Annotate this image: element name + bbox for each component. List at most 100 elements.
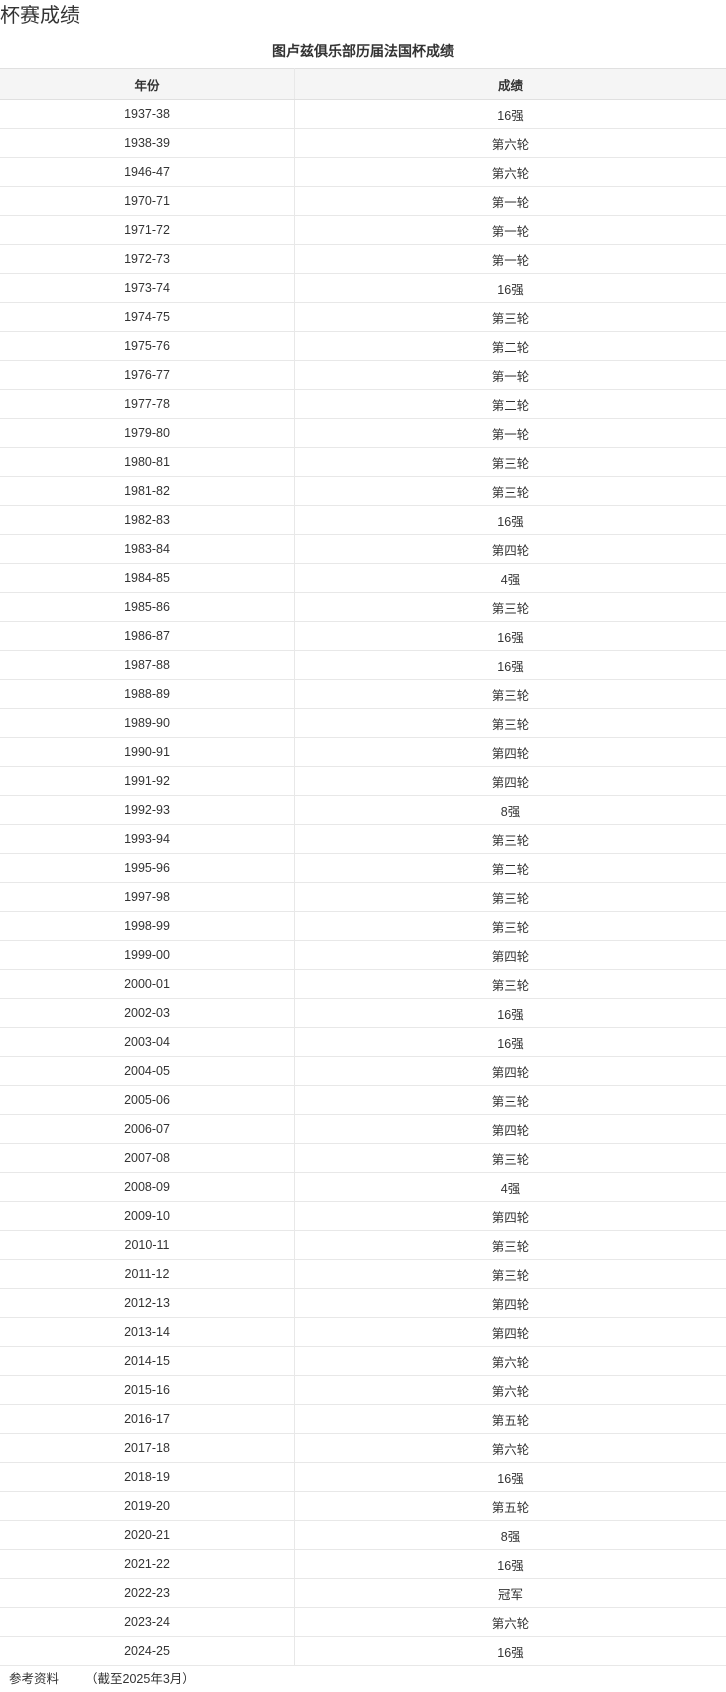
result-cell: 16强 [294, 621, 726, 651]
table-row: 2000-01 第三轮 [0, 969, 726, 999]
season-cell: 2005-06 [0, 1085, 295, 1115]
table-row: 2003-04 16强 [0, 1027, 726, 1057]
result-cell: 冠军 [294, 1578, 726, 1608]
table-row: 1973-74 16强 [0, 273, 726, 303]
season-cell: 2003-04 [0, 1027, 295, 1057]
table-row: 1983-84 第四轮 [0, 534, 726, 564]
season-cell: 1989-90 [0, 708, 295, 738]
season-cell: 2006-07 [0, 1114, 295, 1144]
season-cell: 2012-13 [0, 1288, 295, 1318]
table-row: 2002-03 16强 [0, 998, 726, 1028]
table-row: 2017-18 第六轮 [0, 1433, 726, 1463]
result-cell: 第三轮 [294, 1259, 726, 1289]
result-cell: 第三轮 [294, 824, 726, 854]
result-cell: 第一轮 [294, 418, 726, 448]
header-row: 年份 成绩 [0, 68, 726, 100]
season-cell: 2021-22 [0, 1549, 295, 1579]
season-cell: 2002-03 [0, 998, 295, 1028]
result-cell: 16强 [294, 1636, 726, 1666]
result-cell: 16强 [294, 273, 726, 303]
season-cell: 2016-17 [0, 1404, 295, 1434]
table-row: 2013-14 第四轮 [0, 1317, 726, 1347]
column-header: 成绩 [294, 68, 726, 100]
result-cell: 第五轮 [294, 1404, 726, 1434]
season-cell: 2018-19 [0, 1462, 295, 1492]
table-row: 1995-96 第二轮 [0, 853, 726, 883]
season-cell: 1997-98 [0, 882, 295, 912]
table-row: 1987-88 16强 [0, 650, 726, 680]
table-row: 2006-07 第四轮 [0, 1114, 726, 1144]
reference-link[interactable]: 参考资料 [9, 1672, 60, 1686]
table-row: 2022-23 冠军 [0, 1578, 726, 1608]
results-table: 年份 成绩 1937-38 16强 1938-39 第六轮 1946-47 第六轮 1970-… [0, 68, 726, 1666]
table-row: 2019-20 第五轮 [0, 1491, 726, 1521]
season-cell: 1990-91 [0, 737, 295, 767]
season-cell: 2014-15 [0, 1346, 295, 1376]
result-cell: 第四轮 [294, 1317, 726, 1347]
season-cell: 2015-16 [0, 1375, 295, 1405]
table-row: 1976-77 第一轮 [0, 360, 726, 390]
table-row: 1991-92 第四轮 [0, 766, 726, 796]
season-cell: 1976-77 [0, 360, 295, 390]
table-row: 1988-89 第三轮 [0, 679, 726, 709]
result-cell: 第六轮 [294, 1433, 726, 1463]
table-row: 2005-06 第三轮 [0, 1085, 726, 1115]
season-cell: 1977-78 [0, 389, 295, 419]
season-cell: 2004-05 [0, 1056, 295, 1086]
season-cell: 1974-75 [0, 302, 295, 332]
table-row: 2023-24 第六轮 [0, 1607, 726, 1637]
table-row: 2004-05 第四轮 [0, 1056, 726, 1086]
table-row: 1999-00 第四轮 [0, 940, 726, 970]
table-caption: 图卢兹俱乐部历届法国杯成绩 [272, 43, 454, 59]
season-cell: 2011-12 [0, 1259, 295, 1289]
season-cell: 2010-11 [0, 1230, 295, 1260]
table-row: 1997-98 第三轮 [0, 882, 726, 912]
season-cell: 1971-72 [0, 215, 295, 245]
result-cell: 第二轮 [294, 389, 726, 419]
result-cell: 第三轮 [294, 911, 726, 941]
table-row: 1974-75 第三轮 [0, 302, 726, 332]
result-cell: 第四轮 [294, 1201, 726, 1231]
table-row: 2016-17 第五轮 [0, 1404, 726, 1434]
season-cell: 1985-86 [0, 592, 295, 622]
result-cell: 第六轮 [294, 157, 726, 187]
result-cell: 第四轮 [294, 1056, 726, 1086]
table-row: 1979-80 第一轮 [0, 418, 726, 448]
result-cell: 16强 [294, 650, 726, 680]
table-row: 1982-83 16强 [0, 505, 726, 535]
table-row: 2008-09 4强 [0, 1172, 726, 1202]
result-cell: 第四轮 [294, 534, 726, 564]
table-row: 1938-39 第六轮 [0, 128, 726, 158]
season-cell: 2008-09 [0, 1172, 295, 1202]
season-cell: 1972-73 [0, 244, 295, 274]
result-cell: 16强 [294, 99, 726, 129]
result-cell: 第二轮 [294, 853, 726, 883]
result-cell: 第三轮 [294, 447, 726, 477]
result-cell: 第六轮 [294, 1346, 726, 1376]
result-cell: 第一轮 [294, 360, 726, 390]
season-cell: 1991-92 [0, 766, 295, 796]
season-cell: 2024-25 [0, 1636, 295, 1666]
season-cell: 2019-20 [0, 1491, 295, 1521]
result-cell: 第四轮 [294, 737, 726, 767]
season-cell: 2020-21 [0, 1520, 295, 1550]
season-cell: 2009-10 [0, 1201, 295, 1231]
season-cell: 1946-47 [0, 157, 295, 187]
result-cell: 第一轮 [294, 244, 726, 274]
season-cell: 1975-76 [0, 331, 295, 361]
result-cell: 16强 [294, 1549, 726, 1579]
column-header: 年份 [0, 68, 295, 100]
result-cell: 第一轮 [294, 215, 726, 245]
table-row: 2010-11 第三轮 [0, 1230, 726, 1260]
season-cell: 1988-89 [0, 679, 295, 709]
table-row: 1993-94 第三轮 [0, 824, 726, 854]
result-cell: 第四轮 [294, 1114, 726, 1144]
table-row: 1989-90 第三轮 [0, 708, 726, 738]
season-cell: 1999-00 [0, 940, 295, 970]
season-cell: 1982-83 [0, 505, 295, 535]
season-cell: 2007-08 [0, 1143, 295, 1173]
season-cell: 1998-99 [0, 911, 295, 941]
season-cell: 1984-85 [0, 563, 295, 593]
season-cell: 1979-80 [0, 418, 295, 448]
result-cell: 第三轮 [294, 882, 726, 912]
